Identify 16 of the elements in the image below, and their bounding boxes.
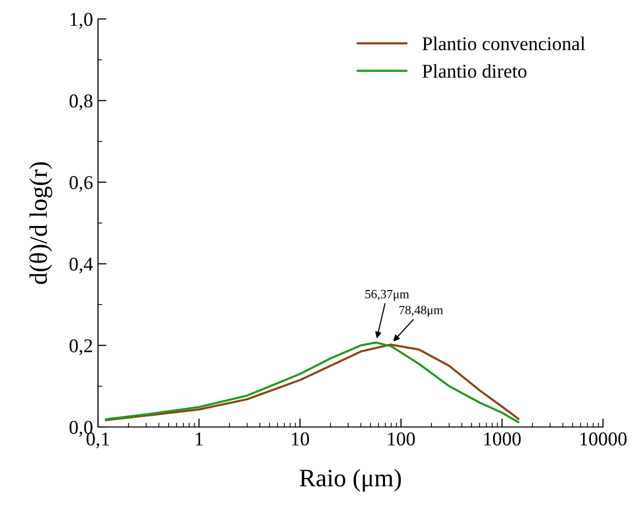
x-tick-label: 1000: [484, 432, 521, 446]
y-axis-title: d(θ)/d log(r): [29, 162, 52, 284]
legend-label: Plantio convencional: [422, 36, 586, 50]
y-tick-label: 0,6: [70, 176, 93, 192]
x-axis-title: Raio (μm): [300, 468, 401, 492]
annotation: 78,48μm: [399, 306, 444, 317]
legend-label: Plantio direto: [422, 64, 526, 78]
y-tick-label: 0,2: [70, 339, 92, 356]
annotation: 56,37μm: [365, 290, 410, 301]
y-tick-label: 1,0: [70, 12, 92, 29]
x-tick-label: 100: [388, 432, 415, 446]
y-tick-label: 0,4: [70, 258, 93, 274]
x-tick-label: 10: [292, 432, 309, 446]
y-tick-label: 0,8: [70, 94, 92, 110]
x-tick-label: 1: [196, 432, 203, 446]
x-tick-label: 10000: [580, 432, 627, 446]
